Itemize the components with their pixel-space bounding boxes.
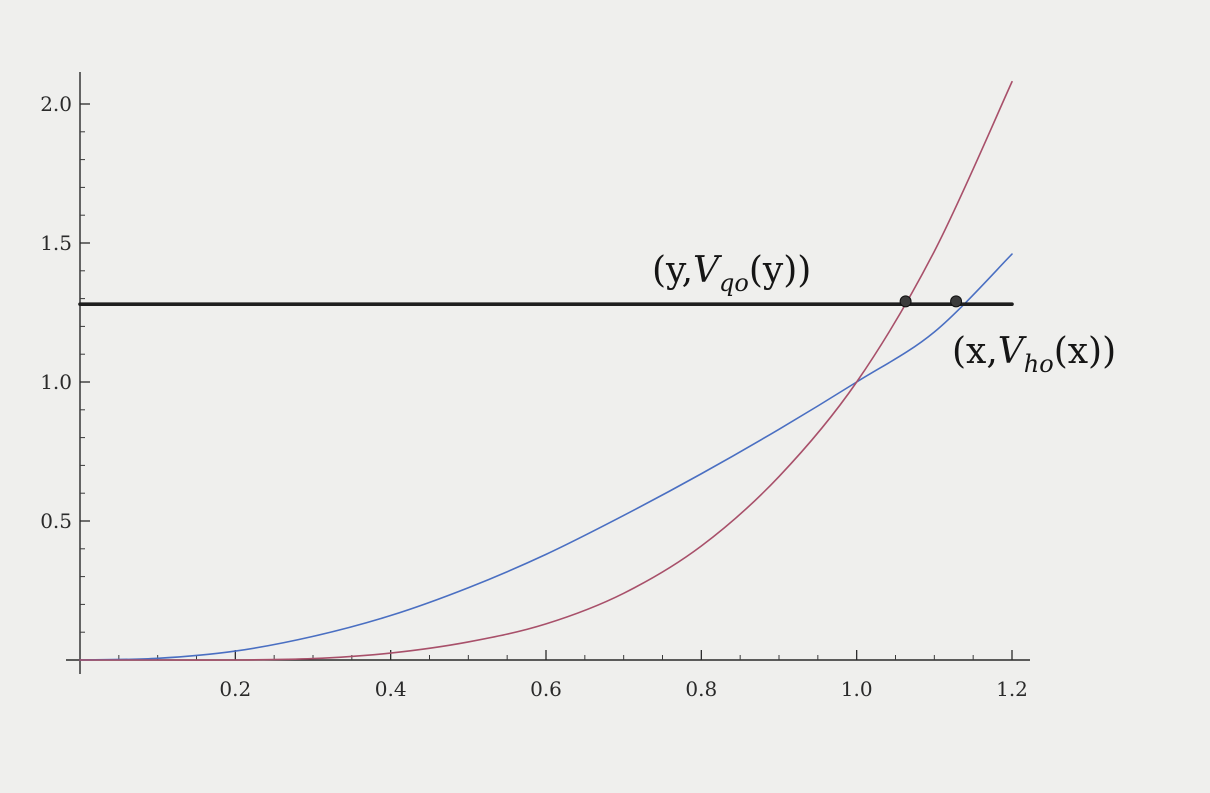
y-tick-label: 1.0 bbox=[40, 370, 72, 394]
annotation-y-close: (y)) bbox=[749, 250, 811, 291]
series-blue-line bbox=[79, 253, 1013, 661]
x-tick-group: 0.2 0.4 0.6 0.8 1.0 1.2 bbox=[219, 650, 1028, 701]
annotation-group: (y,Vqo(y)) (x,Vho(x)) bbox=[652, 250, 1116, 378]
y-tick-group: 0.5 1.0 1.5 2.0 bbox=[40, 92, 90, 533]
annotation-x-v: V bbox=[998, 331, 1028, 372]
annotation-y-v: V bbox=[693, 250, 723, 291]
x-tick-label: 0.6 bbox=[530, 677, 562, 701]
y-tick-label: 1.5 bbox=[40, 231, 72, 255]
x-tick-label: 0.4 bbox=[375, 677, 407, 701]
annotation-y-open: (y, bbox=[652, 250, 693, 291]
series-red-line bbox=[79, 80, 1013, 661]
annotation-x-sub: ho bbox=[1024, 350, 1054, 378]
x-tick-label: 0.8 bbox=[685, 677, 717, 701]
annotation-x-vho: (x,Vho(x)) bbox=[952, 331, 1116, 378]
x-tick-label: 1.0 bbox=[841, 677, 873, 701]
annotation-x-open: (x, bbox=[952, 331, 998, 372]
annotation-y-vqo: (y,Vqo(y)) bbox=[652, 250, 811, 297]
minor-ticks bbox=[80, 131, 974, 660]
series-group bbox=[78, 80, 1014, 661]
point-y-vqo bbox=[899, 295, 912, 308]
annotation-y-sub: qo bbox=[719, 269, 749, 297]
point-x-vho bbox=[950, 295, 963, 308]
y-tick-label: 2.0 bbox=[40, 92, 72, 116]
x-tick-label: 1.2 bbox=[996, 677, 1028, 701]
points-group bbox=[899, 295, 963, 308]
annotation-x-close: (x)) bbox=[1054, 331, 1116, 372]
x-tick-label: 0.2 bbox=[219, 677, 251, 701]
axes bbox=[66, 72, 1030, 674]
y-tick-label: 0.5 bbox=[40, 509, 72, 533]
